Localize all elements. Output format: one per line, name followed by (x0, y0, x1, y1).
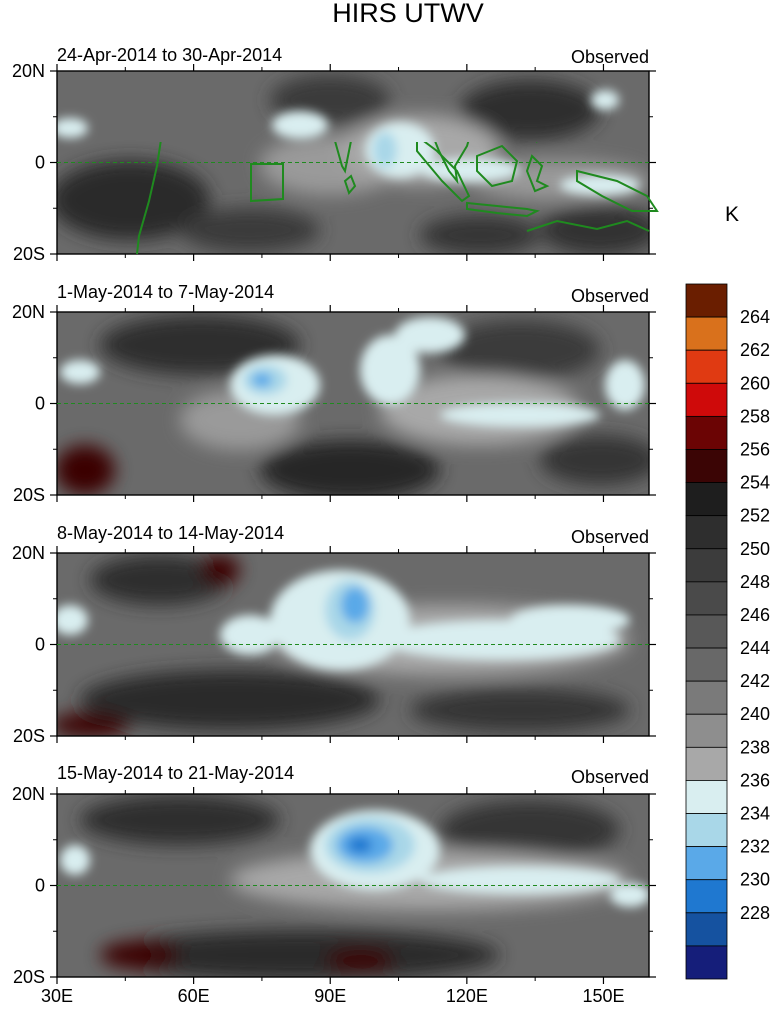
coastline-path (466, 201, 541, 218)
panel-2-map (57, 312, 649, 495)
colorbar-swatch (685, 548, 728, 583)
colorbar-swatch (685, 879, 728, 914)
coastline-path (525, 154, 550, 193)
panel-2-observed-label: Observed (571, 286, 649, 306)
panel-2-y-tick-label: 20S (13, 485, 45, 505)
panel-1-coastlines (136, 142, 659, 255)
panel-3-y-tick-label: 20N (12, 543, 45, 563)
colorbar-swatch (685, 382, 728, 417)
colorbar-swatch (685, 813, 728, 848)
colorbar-swatch (685, 846, 728, 881)
coastline-path (526, 219, 650, 232)
panel-3-map (57, 553, 649, 736)
panel-2-y-tick-label: 0 (35, 394, 45, 414)
colorbar-tick-label: 228 (740, 903, 770, 923)
colorbar-swatch (685, 614, 728, 649)
panel-4-y-tick-label: 0 (35, 876, 45, 896)
x-tick-label: 90E (314, 986, 346, 1006)
panel-2-date-range: 1-May-2014 to 7-May-2014 (57, 282, 274, 302)
colorbar-swatch (685, 349, 728, 384)
colorbar-swatch (685, 647, 728, 682)
colorbar-swatch (685, 449, 728, 483)
panel-2: 1-May-2014 to 7-May-2014 Observed (56, 282, 650, 496)
coastline-layer (57, 142, 659, 886)
panel-3-date-range: 8-May-2014 to 14-May-2014 (57, 523, 284, 543)
colorbar-tick-label: 240 (740, 704, 770, 724)
coastline-path (576, 169, 659, 212)
x-tick-label: 120E (446, 986, 488, 1006)
colorbar-swatch (685, 680, 728, 715)
colorbar-tick-label: 246 (740, 605, 770, 625)
colorbar-tick-label: 264 (740, 307, 770, 327)
coastline-path (250, 163, 284, 203)
panel-1-y-tick-label: 0 (35, 153, 45, 173)
colorbar-tick-label: 252 (740, 506, 770, 526)
colorbar-tick-label: 260 (740, 373, 770, 393)
panel-4-y-tick-label: 20S (13, 967, 45, 987)
colorbar-tick-label: 242 (740, 671, 770, 691)
colorbar-swatch (685, 746, 728, 781)
colorbar-swatch (685, 912, 728, 947)
panel-4: 15-May-2014 to 21-May-2014 Observed (56, 763, 650, 978)
panel-4-y-tick-label: 20N (12, 784, 45, 804)
figure-title: HIRS UTWV (332, 0, 484, 28)
panel-1-y-tick-label: 20S (13, 244, 45, 264)
coastline-path (476, 144, 519, 188)
colorbar-tick-label: 236 (740, 770, 770, 790)
colorbar-tick-label: 254 (740, 473, 770, 493)
panel-2-y-tick-label: 20N (12, 302, 45, 322)
x-tick-label: 60E (178, 986, 210, 1006)
coastline-path (416, 142, 471, 203)
colorbar: 264 262 260 258 256 254 252 250 248 246 244 242 240 2… (685, 283, 770, 980)
panel-1-date-range: 24-Apr-2014 to 30-Apr-2014 (57, 45, 282, 65)
coastline-path (334, 142, 352, 174)
panel-4-observed-label: Observed (571, 767, 649, 787)
colorbar-swatch (685, 581, 728, 616)
colorbar-swatch (685, 415, 728, 450)
colorbar-swatch (685, 713, 728, 748)
panel-1-y-tick-label: 20N (12, 61, 45, 81)
x-tick-label: 30E (41, 986, 73, 1006)
colorbar-tick-label: 258 (740, 406, 770, 426)
colorbar-swatch (685, 482, 728, 517)
x-tick-label: 150E (582, 986, 624, 1006)
panel-3-y-tick-label: 20S (13, 726, 45, 746)
colorbar-tick-label: 230 (740, 870, 770, 890)
colorbar-tick-label: 248 (740, 572, 770, 592)
colorbar-swatch (685, 283, 728, 318)
coastline-path (343, 174, 357, 195)
coastline-path (136, 142, 162, 255)
colorbar-tick-label: 232 (740, 837, 770, 857)
colorbar-swatch (685, 780, 728, 814)
panel-1-observed-label: Observed (571, 47, 649, 67)
colorbar-tick-label: 244 (740, 638, 770, 658)
colorbar-tick-label: 256 (740, 439, 770, 459)
colorbar-swatch (685, 515, 728, 550)
colorbar-tick-label: 238 (740, 737, 770, 757)
coastline-path (434, 142, 470, 185)
colorbar-swatch (685, 316, 728, 351)
colorbar-tick-label: 250 (740, 539, 770, 559)
panel-4-map (57, 794, 649, 977)
panel-3-observed-label: Observed (571, 527, 649, 547)
panel-3: 8-May-2014 to 14-May-2014 Observed (56, 523, 650, 737)
colorbar-swatch (685, 945, 728, 980)
colorbar-tick-label: 262 (740, 340, 770, 360)
panel-3-y-tick-label: 0 (35, 635, 45, 655)
units-label: K (725, 203, 739, 226)
panel-4-date-range: 15-May-2014 to 21-May-2014 (57, 763, 294, 783)
colorbar-tick-label: 234 (740, 804, 770, 824)
